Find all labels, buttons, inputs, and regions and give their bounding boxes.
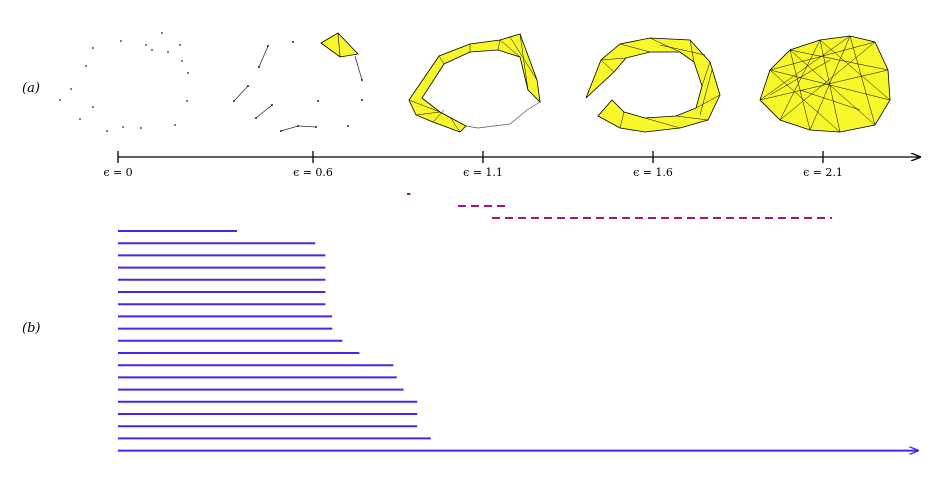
complex-stage-eps-0 [59,32,189,132]
complex-stage-eps-1-6 [585,37,721,133]
panel-label-a: (a) [22,81,40,96]
tick-label-eps-0-6: ϵ = 0.6 [293,166,333,179]
barcode-h0 [118,230,918,451]
complex-stage-eps-2-1 [759,35,891,133]
tick-label-eps-1-1: ϵ = 1.1 [463,166,503,179]
barcode-h1 [407,193,832,219]
epsilon-ticks [117,151,824,163]
complex-stage-eps-1-1 [408,33,541,133]
tick-label-eps-1-6: ϵ = 1.6 [633,166,673,179]
panel-label-b: (b) [22,321,40,336]
tick-label-eps-2-1: ϵ = 2.1 [803,166,843,179]
complex-stage-eps-0-6 [233,32,363,132]
tick-label-eps-0: ϵ = 0 [103,166,132,179]
